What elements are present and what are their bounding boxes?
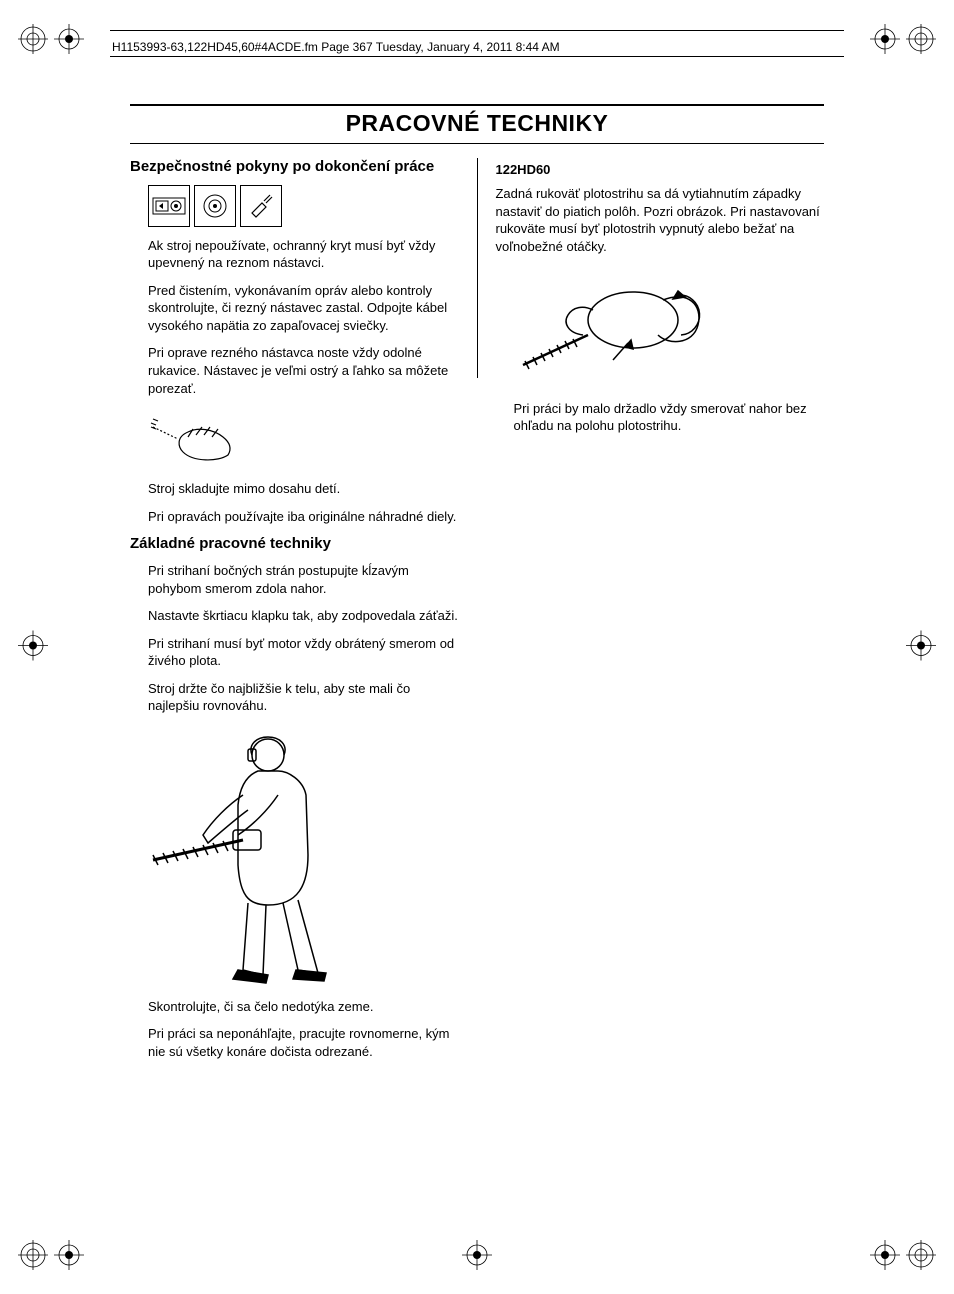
tech-p3: Pri strihaní musí byť motor vždy obráten… xyxy=(130,635,459,670)
header-rule-bottom xyxy=(110,56,844,57)
crop-mark-top-left xyxy=(18,24,84,54)
model-heading: 122HD60 xyxy=(495,162,824,177)
column-divider xyxy=(477,158,478,378)
safety-p2: Pred čistením, vykonávaním opráv alebo k… xyxy=(130,282,459,335)
safety-p4: Stroj skladujte mimo dosahu detí. xyxy=(130,480,459,498)
stop-blade-icon xyxy=(194,185,236,227)
crop-mark-bottom-center xyxy=(462,1240,492,1270)
right-column: 122HD60 Zadná rukoväť plotostrihu sa dá … xyxy=(495,158,824,1070)
crop-mark-bottom-left xyxy=(18,1240,84,1270)
tech-p2: Nastavte škrtiacu klapku tak, aby zodpov… xyxy=(130,607,459,625)
running-head: H1153993-63,122HD45,60#4ACDE.fm Page 367… xyxy=(112,40,560,54)
tech-p5: Skontrolujte, či sa čelo nedotýka zeme. xyxy=(130,998,459,1016)
tech-p4: Stroj držte čo najbližšie k telu, aby st… xyxy=(130,680,459,715)
safety-p5: Pri opravách používajte iba originálne n… xyxy=(130,508,459,526)
right-p1: Zadná rukoväť plotostrihu sa dá vytiahnu… xyxy=(495,185,824,255)
spark-plug-icon xyxy=(240,185,282,227)
safety-p1: Ak stroj nepoužívate, ochranný kryt musí… xyxy=(130,237,459,272)
crop-mark-bottom-right xyxy=(870,1240,936,1270)
section-techniques-title: Základné pracovné techniky xyxy=(130,535,459,554)
crop-mark-mid-right xyxy=(906,631,936,664)
tech-p6: Pri práci sa neponáhľajte, pracujte rovn… xyxy=(130,1025,459,1060)
section-safety-title: Bezpečnostné pokyny po dokončení práce xyxy=(130,158,459,177)
crop-mark-mid-left xyxy=(18,631,48,664)
safety-icon-row xyxy=(130,185,459,227)
switch-off-icon xyxy=(148,185,190,227)
page-content: PRACOVNÉ TECHNIKY Bezpečnostné pokyny po… xyxy=(130,104,824,1070)
operator-illustration xyxy=(130,725,459,988)
page-title: PRACOVNÉ TECHNIKY xyxy=(130,104,824,144)
tech-p1: Pri strihaní bočných strán postupujte kĺ… xyxy=(130,562,459,597)
safety-p3: Pri oprave rezného nástavca noste vždy o… xyxy=(130,344,459,397)
right-p2: Pri práci by malo držadlo vždy smerovať … xyxy=(495,400,824,435)
crop-mark-top-right xyxy=(870,24,936,54)
handle-illustration xyxy=(495,265,824,390)
glove-illustration xyxy=(130,407,459,470)
two-column-layout: Bezpečnostné pokyny po dokončení práce A… xyxy=(130,158,824,1070)
left-column: Bezpečnostné pokyny po dokončení práce A… xyxy=(130,158,459,1070)
